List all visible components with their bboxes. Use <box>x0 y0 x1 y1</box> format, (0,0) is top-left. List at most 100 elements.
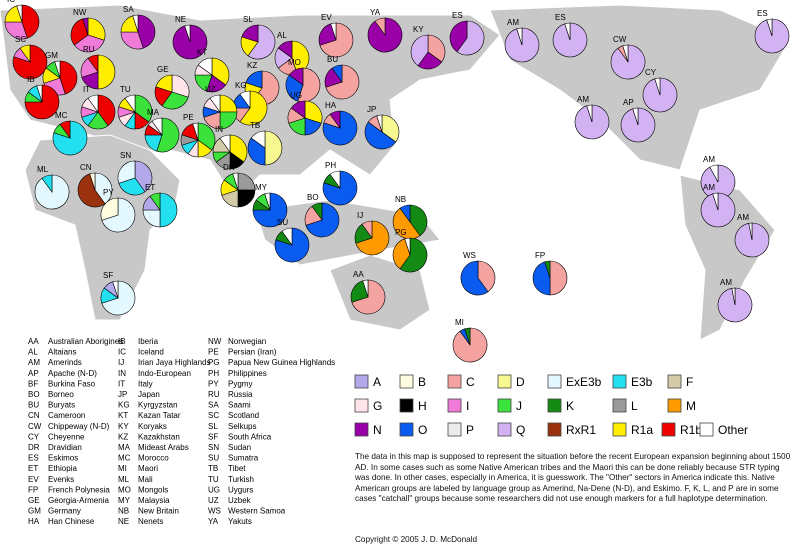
pie-slice <box>409 204 428 237</box>
abbreviation-name: Altaians <box>48 348 76 357</box>
abbreviation-code: NB <box>118 507 129 516</box>
pie-slice <box>399 237 428 273</box>
pie-label: AM <box>703 183 715 192</box>
pie: PH <box>322 161 358 206</box>
legend-swatch <box>667 374 682 389</box>
pie-slice <box>285 74 304 102</box>
pie-label: SF <box>103 271 113 280</box>
legend-label: Other <box>718 423 748 437</box>
abbreviation-name: Evenks <box>48 475 74 484</box>
pie-slice <box>622 44 629 63</box>
pie-slice <box>329 170 341 189</box>
pie-slice <box>118 177 146 196</box>
pie-slice <box>101 197 136 233</box>
pie-slice <box>731 287 736 306</box>
abbreviation-code: UZ <box>208 496 219 505</box>
copyright: Copyright © 2005 J. D. McDonald <box>355 535 478 544</box>
legend-label: R1a <box>631 423 653 437</box>
pie: BO <box>304 193 340 238</box>
abbreviation-code: JP <box>118 390 127 399</box>
pie-label: KZ <box>247 61 257 70</box>
abbreviation-code: MI <box>118 464 127 473</box>
abbreviation-code: PY <box>208 379 219 388</box>
pie-slice <box>250 130 266 149</box>
abbreviation-code: CY <box>28 432 40 441</box>
pie-slice <box>120 31 144 50</box>
legend-swatch <box>547 374 562 389</box>
legend-swatch <box>612 398 627 413</box>
pie-label: NB <box>395 195 406 204</box>
pie-label: IB <box>27 75 35 84</box>
pie-label: SC <box>15 35 26 44</box>
pie-label: MA <box>147 108 160 117</box>
pie-slice <box>456 20 485 56</box>
pie-slice <box>184 24 191 43</box>
legend-swatch <box>399 374 414 389</box>
abbreviation-name: Tibet <box>228 464 246 473</box>
abbreviation-name: Persian (Iran) <box>228 348 277 357</box>
pie-slice <box>281 227 293 246</box>
abbreviation-name: Norwegian <box>228 337 266 346</box>
abbreviation-code: TB <box>208 464 218 473</box>
legend-swatch <box>547 422 562 437</box>
pie-slice <box>586 104 593 123</box>
pie-slice <box>19 44 31 63</box>
pie-slice <box>89 172 96 191</box>
pie-label: AM <box>577 95 589 104</box>
pie-slice <box>247 24 276 60</box>
pie-slice <box>709 164 719 183</box>
legend-label: P <box>466 423 474 437</box>
pie-slice <box>211 57 230 86</box>
legend-swatch <box>661 422 676 437</box>
legend-label: H <box>418 399 427 413</box>
abbreviation-name: Philippines <box>228 369 267 378</box>
pie-slice <box>277 40 293 59</box>
pie: MA <box>144 108 180 153</box>
pie: NW <box>70 8 106 53</box>
pie-slice <box>87 54 99 73</box>
pie-slice <box>331 64 343 83</box>
pie: AP <box>620 98 656 143</box>
legend-label: G <box>373 399 382 413</box>
pie: AM <box>700 183 736 228</box>
pie-slice <box>264 130 283 166</box>
pie-slice <box>54 60 61 79</box>
pie: GM <box>42 51 78 96</box>
abbreviation-name: Kazan Tatar <box>138 411 181 420</box>
pie-label: SU <box>277 218 288 227</box>
abbreviation-name: Eskimos <box>48 454 78 463</box>
pie-slice <box>21 4 40 39</box>
abbreviation-code: PG <box>208 358 220 367</box>
abbreviation-name: Nenets <box>138 517 163 526</box>
pie-label: KT <box>197 48 207 57</box>
pie-label: TU <box>120 85 131 94</box>
pie-label: AM <box>507 18 519 27</box>
legend-swatch <box>497 422 512 437</box>
abbreviation-name: Malaysia <box>138 496 170 505</box>
pie-label: PY <box>103 188 114 197</box>
abbreviation-code: RU <box>208 390 220 399</box>
legend-label: A <box>373 375 381 389</box>
pie-slice <box>156 117 180 153</box>
legend-swatch <box>354 398 369 413</box>
abbreviation-name: Irian Jaya Highlands <box>138 358 210 367</box>
pie: KT <box>194 48 230 93</box>
pie: FP <box>532 251 568 296</box>
abbreviation-code: IC <box>118 348 126 357</box>
legend-label: C <box>466 375 475 389</box>
legend-label: M <box>686 399 696 413</box>
pie: UZ <box>202 85 238 130</box>
abbreviation-code: EV <box>28 475 39 484</box>
legend-swatch <box>354 374 369 389</box>
pie: AM <box>734 213 770 258</box>
pie: NB <box>392 195 428 240</box>
legend-label: E3b <box>631 375 653 389</box>
abbreviation-code: PE <box>208 348 219 357</box>
pie-label: JP <box>367 105 376 114</box>
legend-label: L <box>631 399 638 413</box>
pie: CW <box>610 35 646 80</box>
abbreviation-code: NW <box>208 337 222 346</box>
pie-slice <box>237 189 256 208</box>
pie: MC <box>52 111 88 156</box>
